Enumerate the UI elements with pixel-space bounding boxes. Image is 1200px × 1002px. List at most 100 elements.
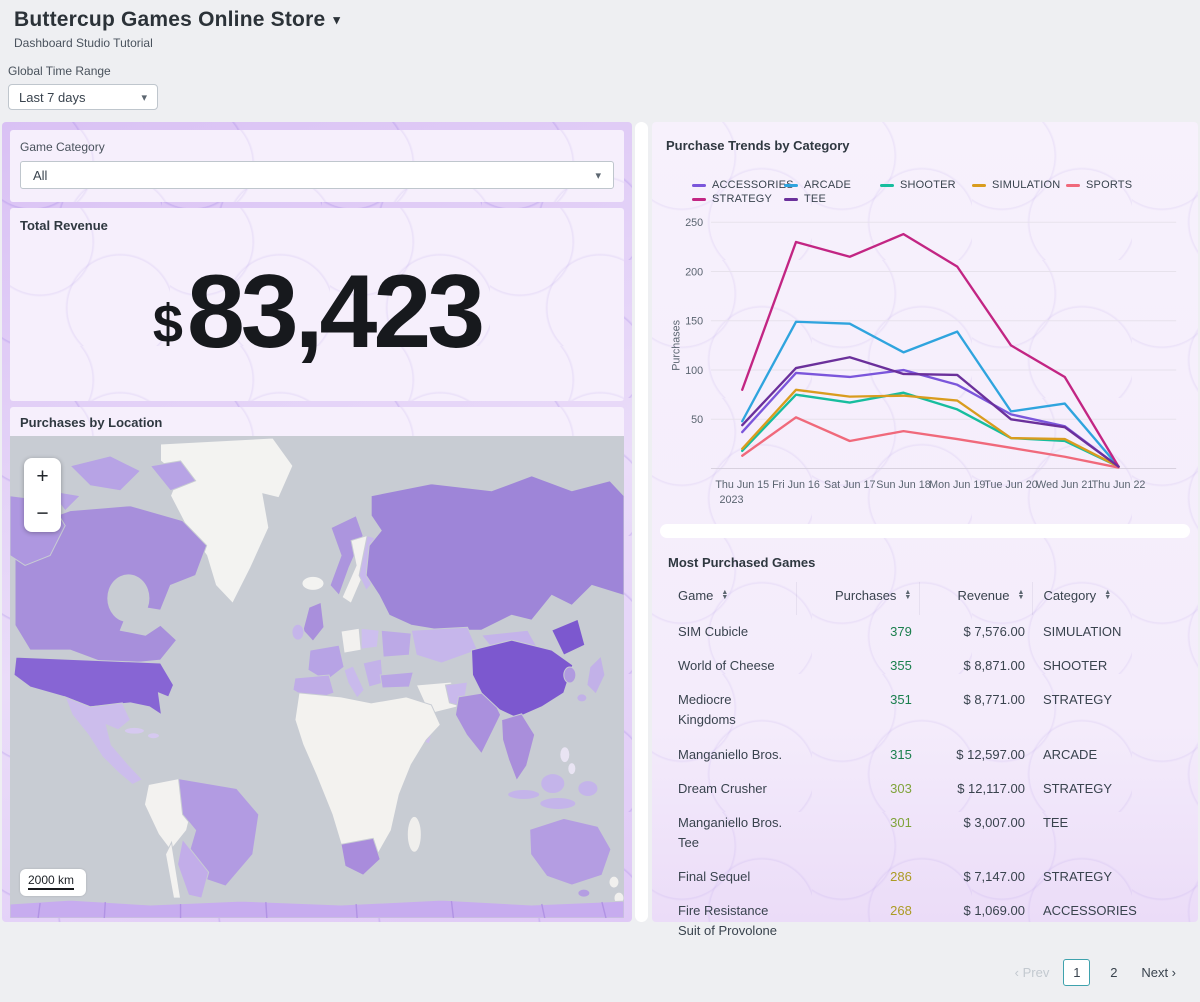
table-row[interactable]: Dream Crusher 303 $ 12,117.00 STRATEGY [668,772,1182,806]
dashboard-title-menu[interactable]: Buttercup Games Online Store ▾ [14,8,340,32]
game-category-label: Game Category [20,140,105,154]
svg-text:Thu Jun 15: Thu Jun 15 [715,479,769,491]
table-row[interactable]: Manganiello Bros. 315 $ 12,597.00 ARCADE [668,738,1182,772]
game-cell: Manganiello Bros. Tee [678,814,783,850]
revenue-cell: $ 1,069.00 [963,903,1025,919]
legend-item[interactable]: STRATEGY [692,193,784,205]
svg-text:2023: 2023 [720,494,744,506]
map-scale: 2000 km [20,869,87,896]
category-cell: TEE [1042,814,1069,830]
purchase-trends-panel: Purchase Trends by Category ACCESSORIES A… [660,130,1190,517]
legend-item[interactable]: TEE [784,193,880,205]
game-cell: World of Cheese [678,658,775,674]
sort-header[interactable]: Purchases ▲ ▼ [835,588,911,603]
sort-header[interactable]: Revenue ▲ ▼ [957,588,1024,603]
chevron-down-icon: ▾ [141,91,147,104]
legend-label: ARCADE [804,179,852,191]
purchases-cell: 301 [890,814,912,830]
legend-item[interactable]: ARCADE [784,179,880,191]
chart-legend: ACCESSORIES ARCADE SHOOTER SIMULATION SPORTS… [692,179,1184,205]
games-table: Game ▲ ▼ Purchases ▲ ▼ Revenue ▲ ▼ Category ▲ ▼ SIM… [668,582,1182,949]
category-cell: STRATEGY [1042,692,1113,708]
page-button[interactable]: 1 [1063,958,1091,986]
table-row[interactable]: SIM Cubicle 379 $ 7,576.00 SIMULATION [668,615,1182,649]
revenue-cell: $ 3,007.00 [963,814,1025,830]
game-cell: Final Sequel [678,869,751,885]
table-row[interactable]: Fire Resistance Suit of Provolone 268 $ 1,… [668,894,1182,948]
purchases-cell: 303 [890,780,912,796]
right-column: Purchase Trends by Category ACCESSORIES A… [652,122,1198,986]
legend-item[interactable]: ACCESSORIES [692,179,793,191]
legend-label: STRATEGY [712,193,773,205]
table-row[interactable]: Mediocre Kingdoms 351 $ 8,771.00 STRATEGY [668,683,1182,737]
legend-label: SIMULATION [992,179,1061,191]
svg-text:250: 250 [685,217,703,229]
svg-text:Wed Jun 21: Wed Jun 21 [1036,479,1093,491]
game-category-panel: Game Category All ▾ [10,130,624,202]
column-label: Category [1043,588,1097,603]
legend-swatch [784,183,798,187]
revenue-cell: $ 8,871.00 [963,658,1025,674]
svg-text:Purchases: Purchases [671,320,683,371]
global-time-range-label: Global Time Range [8,64,111,78]
game-cell: SIM Cubicle [678,624,749,639]
sort-header[interactable]: Game ▲ ▼ [678,588,728,603]
game-category-select[interactable]: All ▾ [20,161,614,189]
revenue-number: 83,423 [186,253,485,370]
game-cell: Mediocre Kingdoms [678,692,736,728]
category-cell: ACCESSORIES [1042,903,1137,919]
table-header-row: Game ▲ ▼ Purchases ▲ ▼ Revenue ▲ ▼ Category ▲ ▼ [668,582,1182,615]
purchases-cell: 379 [890,624,912,639]
time-range-select[interactable]: Last 7 days ▾ [8,84,158,110]
prev-button[interactable]: ‹ Prev [1014,964,1050,980]
purchases-cell: 286 [890,869,912,885]
purchases-cell: 315 [890,746,912,762]
table-row[interactable]: World of Cheese 355 $ 8,871.00 SHOOTER [668,649,1182,683]
next-button[interactable]: Next › [1141,964,1176,980]
column-header: Game ▲ ▼ [668,582,797,615]
column-label: Purchases [835,588,897,603]
page-subtitle: Dashboard Studio Tutorial [14,36,153,50]
choropleth-map[interactable]: + − 2000 km [10,436,624,918]
most-purchased-games-panel: Most Purchased Games Game ▲ ▼ Purchases ▲ ▼ Re… [660,545,1190,1002]
game-category-value: All [33,167,48,183]
svg-text:50: 50 [691,414,703,426]
zoom-out-button[interactable]: − [24,495,61,532]
total-revenue-value: $ 83,423 [20,233,614,391]
category-cell: STRATEGY [1042,780,1113,796]
page-button[interactable]: 2 [1110,964,1118,980]
svg-text:Sat Jun 17: Sat Jun 17 [824,479,875,491]
table-row[interactable]: Final Sequel 286 $ 7,147.00 STRATEGY [668,860,1182,894]
table-title: Most Purchased Games [668,555,816,570]
currency-symbol: $ [152,294,183,354]
legend-label: ACCESSORIES [712,179,794,191]
legend-label: SPORTS [1086,179,1133,191]
table-body: SIM Cubicle 379 $ 7,576.00 SIMULATION World … [668,615,1182,949]
page-title: Buttercup Games Online Store [14,8,326,31]
svg-text:Thu Jun 22: Thu Jun 22 [1092,479,1146,491]
legend-swatch [784,197,798,201]
svg-text:150: 150 [685,316,703,328]
map-zoom-control: + − [24,458,61,532]
chevron-down-icon: ▾ [595,169,601,182]
table-row[interactable]: Manganiello Bros. Tee 301 $ 3,007.00 TEE [668,806,1182,860]
sort-icon: ▲ ▼ [1104,589,1112,601]
legend-item[interactable]: SIMULATION [972,179,1066,191]
legend-swatch [692,183,706,187]
dashboard-header: Buttercup Games Online Store ▾ Dashboard… [14,8,340,50]
svg-text:Fri Jun 16: Fri Jun 16 [772,479,820,491]
game-cell: Manganiello Bros. [678,746,783,762]
category-cell: ARCADE [1042,746,1098,762]
zoom-in-button[interactable]: + [24,458,61,495]
legend-item[interactable]: SHOOTER [880,179,972,191]
category-cell: SHOOTER [1042,658,1108,674]
column-divider [635,122,648,922]
spacer-panel [660,524,1190,538]
sort-header[interactable]: Category ▲ ▼ [1043,588,1111,603]
trend-chart-svg: 50 100 150 200 250 Thu Jun 15 2023 Fri Jun 16 Sa… [671,217,1177,506]
revenue-cell: $ 7,147.00 [963,869,1025,885]
category-cell: SIMULATION [1042,624,1122,639]
legend-item[interactable]: SPORTS [1066,179,1184,191]
